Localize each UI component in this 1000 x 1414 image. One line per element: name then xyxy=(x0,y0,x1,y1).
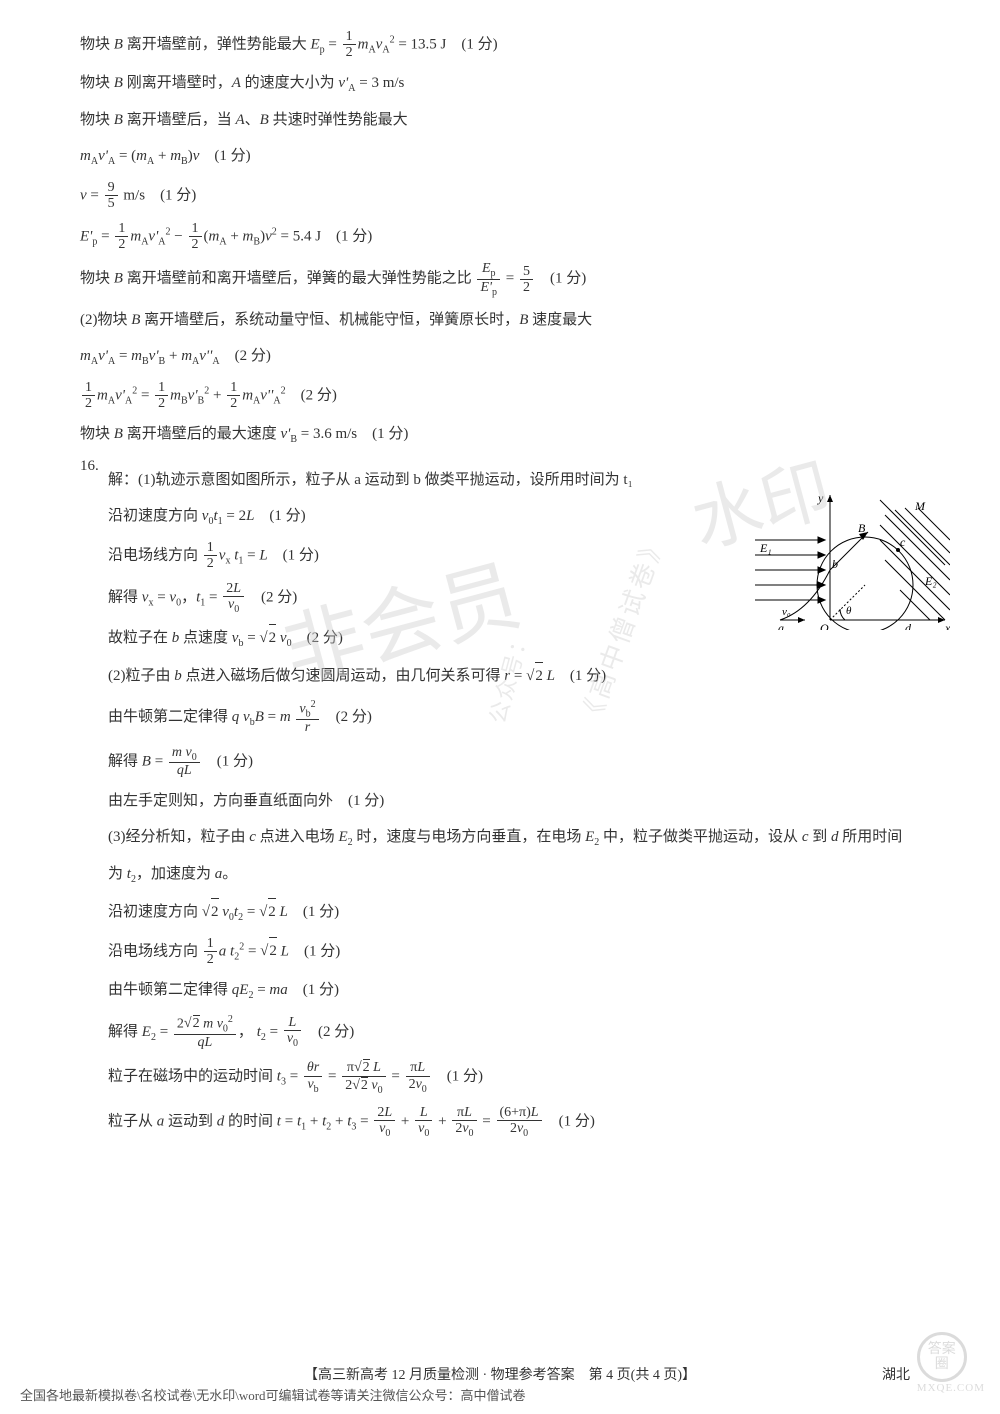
text-line: 12mAv'A2 = 12mBv'B2 + 12mAv''A2 (2 分) xyxy=(80,380,920,412)
text-line: 由牛顿第二定律得 q vbB = m vb2r (2 分) xyxy=(108,699,920,736)
svg-text:d: d xyxy=(905,621,912,630)
text-line: mAv'A = mBv'B + mAv''A (2 分) xyxy=(80,343,920,371)
page-footer: 【高三新高考 12 月质量检测 · 物理参考答案 第 4 页(共 4 页)】 xyxy=(80,1364,920,1384)
text-line: 沿初速度方向 2 v0t2 = 2 L (1 分) xyxy=(108,898,920,927)
text-line: 物块 B 离开墙壁后，当 A、B 共速时弹性势能最大 xyxy=(80,107,920,134)
svg-text:b: b xyxy=(832,557,838,571)
axis-x-label: x xyxy=(944,621,950,630)
svg-text:O: O xyxy=(820,621,829,630)
text-line: 由左手定则知，方向垂直纸面向外 (1 分) xyxy=(108,788,920,815)
text-line: 解得 B = m v0qL (1 分) xyxy=(108,745,920,779)
svg-text:v₀: v₀ xyxy=(782,606,791,618)
text-line: 物块 B 离开墙壁前和离开墙壁后，弹簧的最大弹性势能之比 EpE'p = 52 … xyxy=(80,261,920,298)
page-footer-sub: 全国各地最新模拟卷\名校试卷\无水印\word可编辑试卷等请关注微信公众号：高中… xyxy=(20,1385,526,1404)
svg-text:M: M xyxy=(914,499,926,513)
text-line: (2)物块 B 离开墙壁后，系统动量守恒、机械能守恒，弹簧原长时，B 速度最大 xyxy=(80,307,920,334)
text-line: (3)经分析知，粒子由 c 点进入电场 E2 时，速度与电场方向垂直，在电场 E… xyxy=(108,824,920,852)
text-line: 物块 B 离开墙壁后的最大速度 v'B = 3.6 m/s (1 分) xyxy=(80,421,920,449)
text-line: v = 95 m/s (1 分) xyxy=(80,180,920,212)
text-line: E'p = 12mAv'A2 − 12(mA + mB)v2 = 5.4 J (… xyxy=(80,221,920,253)
text-line: 沿电场线方向 12a t22 = 2 L (1 分) xyxy=(108,936,920,968)
text-line: (2)粒子由 b 点进入磁场后做匀速圆周运动，由几何关系可得 r = 2 L (… xyxy=(108,662,920,690)
text-line: 由牛顿第二定律得 qE2 = ma (1 分) xyxy=(108,977,920,1005)
region-label: 湖北 xyxy=(882,1364,910,1384)
svg-text:a: a xyxy=(778,621,784,630)
physics-diagram: x y O E₁ a v₀ b B c d θ M xyxy=(750,490,950,630)
text-line: 物块 B 刚离开墙壁时，A 的速度大小为 v'A = 3 m/s xyxy=(80,70,920,98)
svg-text:c: c xyxy=(900,535,906,549)
text-line: 解得 E2 = 22 m v02qL， t2 = Lv0 (2 分) xyxy=(108,1014,920,1051)
watermark-logo: 答案 圈 MXQE.COM xyxy=(917,1332,985,1394)
text-line: 为 t2，加速度为 a。 xyxy=(108,861,920,889)
axis-y-label: y xyxy=(817,491,824,505)
text-line: 粒子从 a 运动到 d 的时间 t = t1 + t2 + t3 = 2Lv0 … xyxy=(108,1105,920,1139)
svg-text:θ: θ xyxy=(846,605,852,617)
svg-text:E₁: E₁ xyxy=(759,541,772,555)
text-line: mAv'A = (mA + mB)v (1 分) xyxy=(80,143,920,171)
text-line: 粒子在磁场中的运动时间 t3 = θrvb = π2 L22 v0 = πL2v… xyxy=(108,1059,920,1095)
question-number: 16. xyxy=(80,458,108,1148)
svg-text:E₂: E₂ xyxy=(924,574,937,588)
text-line: 物块 B 离开墙壁前，弹性势能最大 Ep = 12mAvA2 = 13.5 J … xyxy=(80,29,920,61)
